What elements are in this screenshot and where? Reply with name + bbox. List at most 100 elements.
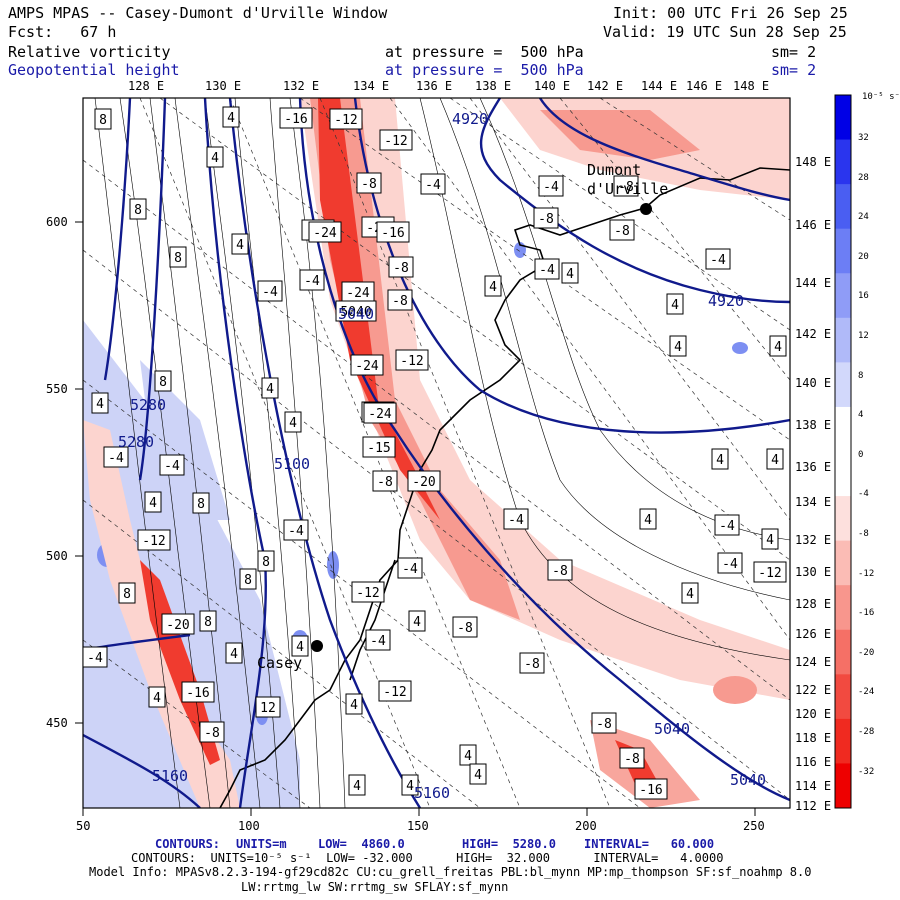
lon-label: 116 E xyxy=(795,755,832,769)
vorticity-label: -12 xyxy=(137,529,171,551)
vorticity-label: -8 xyxy=(388,256,414,278)
x-tick-label: 250 xyxy=(743,819,765,833)
height-labels: 4920 4920 5040 5040 5040 5160 5160 5280 5280 5100… xyxy=(118,110,766,802)
svg-text:4: 4 xyxy=(227,111,235,126)
svg-text:-4: -4 xyxy=(304,274,320,289)
colorbar-tick-label: -24 xyxy=(858,687,875,698)
vorticity-label: 4 xyxy=(681,582,699,604)
svg-text:-4: -4 xyxy=(719,519,735,534)
lon-label: 142 E xyxy=(795,327,832,341)
vorticity-label: -4 xyxy=(283,519,309,541)
svg-text:4: 4 xyxy=(674,340,682,355)
height-contour-label: 5040 xyxy=(730,771,766,789)
vorticity-label: 8 xyxy=(154,370,172,392)
y-tick-label: 500 xyxy=(46,549,68,563)
vorticity-label: 4 xyxy=(291,635,309,657)
svg-text:-8: -8 xyxy=(392,294,408,309)
vorticity-label: -24 xyxy=(363,402,397,424)
vorticity-label: -8 xyxy=(199,721,225,743)
vorticity-label: 4 xyxy=(711,448,729,470)
svg-text:-4: -4 xyxy=(402,562,418,577)
vorticity-label: 4 xyxy=(345,693,363,715)
vorticity-label: -20 xyxy=(407,470,441,492)
vorticity-label: 4 xyxy=(144,491,162,513)
svg-text:4: 4 xyxy=(774,340,782,355)
colorbar-swatch xyxy=(835,763,851,809)
vorticity-label: -4 xyxy=(503,508,529,530)
lon-label: 136 E xyxy=(795,460,832,474)
height-contour-label: 4920 xyxy=(708,292,744,310)
colorbar-unit: 10⁻⁵ s⁻¹ xyxy=(862,92,900,102)
init-time: Init: 00 UTC Fri 26 Sep 25 xyxy=(613,4,848,22)
svg-text:-16: -16 xyxy=(639,783,662,798)
station-name-durville: d'Urville xyxy=(587,180,668,198)
svg-text:-12: -12 xyxy=(758,566,781,581)
lon-label: 148 E xyxy=(795,155,832,169)
svg-text:-8: -8 xyxy=(624,752,640,767)
vorticity-label: 4 xyxy=(91,392,109,414)
svg-text:8: 8 xyxy=(174,251,182,266)
colorbar-swatch xyxy=(835,317,851,363)
lon-label: 134 E xyxy=(353,79,390,93)
model-title: AMPS MPAS -- Casey-Dumont d'Urville Wind… xyxy=(8,4,388,22)
colorbar-tick-label: 24 xyxy=(858,212,869,223)
vorticity-label: 4 xyxy=(469,763,487,785)
vorticity-label: 4 xyxy=(639,508,657,530)
field2-smoothing: sm= 2 xyxy=(771,61,817,79)
svg-text:-24: -24 xyxy=(346,286,370,301)
colorbar-swatch xyxy=(835,95,851,141)
vorticity-label: -8 xyxy=(613,175,639,197)
colorbar-tick-label: 28 xyxy=(858,172,869,183)
vorticity-label: -16 xyxy=(634,778,668,800)
station-name-casey: Casey xyxy=(257,654,302,672)
svg-text:-8: -8 xyxy=(618,180,634,195)
vorticity-label: 12 xyxy=(255,696,281,718)
x-tick-label: 50 xyxy=(76,819,91,833)
svg-text:-24: -24 xyxy=(368,407,392,422)
vorticity-label: -4 xyxy=(299,269,325,291)
lon-label: 124 E xyxy=(795,655,832,669)
height-contour-label: 5160 xyxy=(152,767,188,785)
field1-smoothing: sm= 2 xyxy=(771,43,817,61)
svg-text:8: 8 xyxy=(204,615,212,630)
svg-text:-8: -8 xyxy=(377,475,393,490)
lon-label: 134 E xyxy=(795,495,832,509)
vorticity-label: -24 xyxy=(308,221,342,243)
vorticity-label: 4 xyxy=(761,528,779,550)
svg-text:8: 8 xyxy=(134,203,142,218)
lon-label: 122 E xyxy=(795,683,832,697)
colorbar-swatch xyxy=(835,362,851,408)
svg-text:-4: -4 xyxy=(288,524,304,539)
colorbar-swatch xyxy=(835,718,851,764)
lon-label: 120 E xyxy=(795,707,832,721)
vorticity-label: -8 xyxy=(619,747,645,769)
x-tick-label: 100 xyxy=(238,819,260,833)
vorticity-label: 4 xyxy=(766,448,784,470)
vorticity-label: -4 xyxy=(534,258,560,280)
svg-text:-4: -4 xyxy=(370,634,386,649)
positive-vorticity-fill xyxy=(83,320,300,808)
vorticity-labels: 8 4 -16 -12 -12 4 -8 -4 -8 -20 -20 -4 -4 -8 -8 8 -24 4 -4 -… xyxy=(82,106,787,800)
lon-label: 128 E xyxy=(795,597,832,611)
colorbar-swatch xyxy=(835,406,851,452)
vorticity-label: 4 xyxy=(284,411,302,433)
height-contour-label: 5100 xyxy=(274,455,310,473)
svg-text:8: 8 xyxy=(262,555,270,570)
svg-text:-12: -12 xyxy=(400,354,423,369)
colorbar-swatch xyxy=(835,629,851,675)
svg-text:5040: 5040 xyxy=(340,305,371,320)
vorticity-label: 8 xyxy=(118,582,136,604)
lon-label: 132 E xyxy=(795,533,832,547)
svg-text:4: 4 xyxy=(153,691,161,706)
svg-text:4: 4 xyxy=(489,280,497,295)
colorbar-tick-label: -16 xyxy=(858,608,875,619)
svg-text:4: 4 xyxy=(716,453,724,468)
vorticity-label: -12 xyxy=(378,680,412,702)
svg-text:4: 4 xyxy=(149,496,157,511)
svg-text:-4: -4 xyxy=(539,263,555,278)
svg-text:4: 4 xyxy=(211,151,219,166)
x-tick-label: 150 xyxy=(407,819,429,833)
dumont-durville-marker xyxy=(640,203,652,215)
vorticity-label: 4 xyxy=(148,686,166,708)
